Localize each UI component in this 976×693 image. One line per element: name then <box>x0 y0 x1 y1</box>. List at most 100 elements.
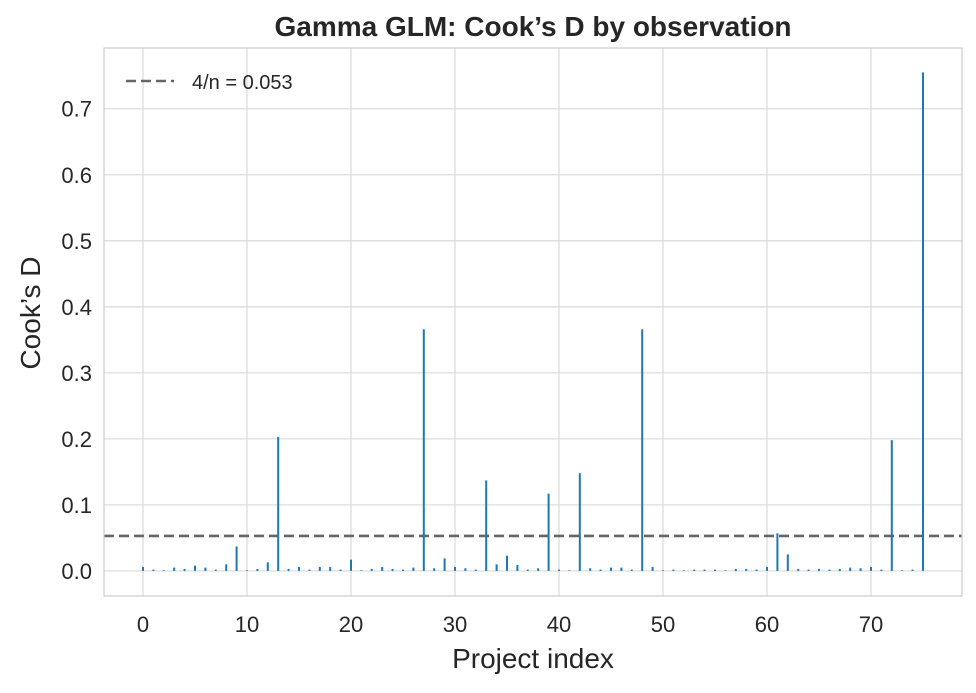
bar <box>630 569 633 571</box>
bar <box>703 569 706 571</box>
bar <box>173 567 176 571</box>
bar <box>558 569 560 571</box>
bar <box>464 568 467 571</box>
bar <box>786 554 789 571</box>
bar <box>422 329 425 571</box>
bar <box>454 566 456 571</box>
x-tick-label: 20 <box>339 612 363 637</box>
y-tick-label: 0.6 <box>61 163 92 188</box>
bar <box>370 568 373 571</box>
bar <box>256 568 259 571</box>
bar <box>599 569 602 571</box>
bar <box>474 569 477 571</box>
bar <box>870 566 872 571</box>
bar <box>734 568 737 571</box>
bar <box>204 567 207 571</box>
bar <box>662 570 664 571</box>
bar <box>235 546 238 571</box>
bar <box>547 493 550 571</box>
bar <box>610 567 612 571</box>
x-tick-label: 10 <box>235 612 259 637</box>
x-tick-label: 0 <box>137 612 149 637</box>
grid <box>104 48 962 596</box>
bar <box>890 440 893 571</box>
bar <box>308 569 311 571</box>
bar <box>922 72 924 571</box>
bar <box>537 568 540 571</box>
bar <box>901 570 904 571</box>
bar <box>828 569 831 571</box>
bar <box>506 555 508 571</box>
y-tick-label: 0.2 <box>61 427 92 452</box>
bar <box>329 566 332 571</box>
bar <box>495 564 498 571</box>
bar <box>568 570 571 571</box>
bar <box>298 566 300 571</box>
x-axis-label: Project index <box>452 643 614 674</box>
bar <box>818 568 820 571</box>
x-tick-label: 50 <box>651 612 675 637</box>
bar <box>194 565 196 571</box>
bar <box>443 558 446 571</box>
bar <box>381 566 384 571</box>
bar <box>755 569 758 571</box>
bar <box>412 567 415 571</box>
x-axis-ticks: 0 10 20 30 40 50 60 70 <box>137 612 883 637</box>
bar <box>142 566 144 571</box>
bar <box>516 564 519 571</box>
bar <box>693 569 696 571</box>
bar <box>589 568 592 571</box>
x-tick-label: 70 <box>859 612 883 637</box>
bar <box>339 569 342 571</box>
bar <box>859 568 862 571</box>
y-tick-label: 0.1 <box>61 493 92 518</box>
x-tick-label: 60 <box>755 612 779 637</box>
legend: 4/n = 0.053 <box>126 72 293 94</box>
bar <box>266 562 269 571</box>
y-axis-ticks: 0.0 0.1 0.2 0.3 0.4 0.5 0.6 0.7 <box>61 97 92 584</box>
y-axis-label: Cook’s D <box>15 256 46 369</box>
y-tick-label: 0.3 <box>61 361 92 386</box>
bar <box>318 566 321 571</box>
bar <box>620 567 623 571</box>
bar <box>745 568 748 571</box>
bar <box>287 568 290 571</box>
bar <box>183 568 186 571</box>
bar <box>724 570 727 571</box>
bar <box>578 473 581 571</box>
bar <box>402 569 404 571</box>
bar <box>641 329 644 571</box>
bar <box>360 570 363 571</box>
x-tick-label: 30 <box>443 612 467 637</box>
bar-series <box>142 72 924 571</box>
chart-title: Gamma GLM: Cook’s D by observation <box>274 11 791 42</box>
bar <box>838 568 841 571</box>
bar <box>651 566 654 571</box>
bar <box>246 570 248 571</box>
plot-frame <box>103 47 963 597</box>
bar <box>350 559 352 571</box>
bar <box>797 568 800 571</box>
y-tick-label: 0.0 <box>61 559 92 584</box>
bar <box>214 569 217 571</box>
bar <box>162 570 165 571</box>
bar <box>485 480 488 571</box>
bar <box>682 570 685 571</box>
bar <box>880 569 883 571</box>
x-tick-label: 40 <box>547 612 571 637</box>
bar <box>433 568 436 571</box>
bar <box>776 533 779 571</box>
bar <box>766 566 768 571</box>
legend-label: 4/n = 0.053 <box>192 72 293 94</box>
bar <box>277 436 280 571</box>
bar <box>807 569 810 571</box>
bar <box>672 569 675 571</box>
bar <box>714 569 716 571</box>
bar <box>225 564 228 571</box>
y-tick-label: 0.4 <box>61 295 92 320</box>
bar <box>152 569 155 571</box>
bar <box>526 569 529 571</box>
y-tick-label: 0.7 <box>61 97 92 122</box>
